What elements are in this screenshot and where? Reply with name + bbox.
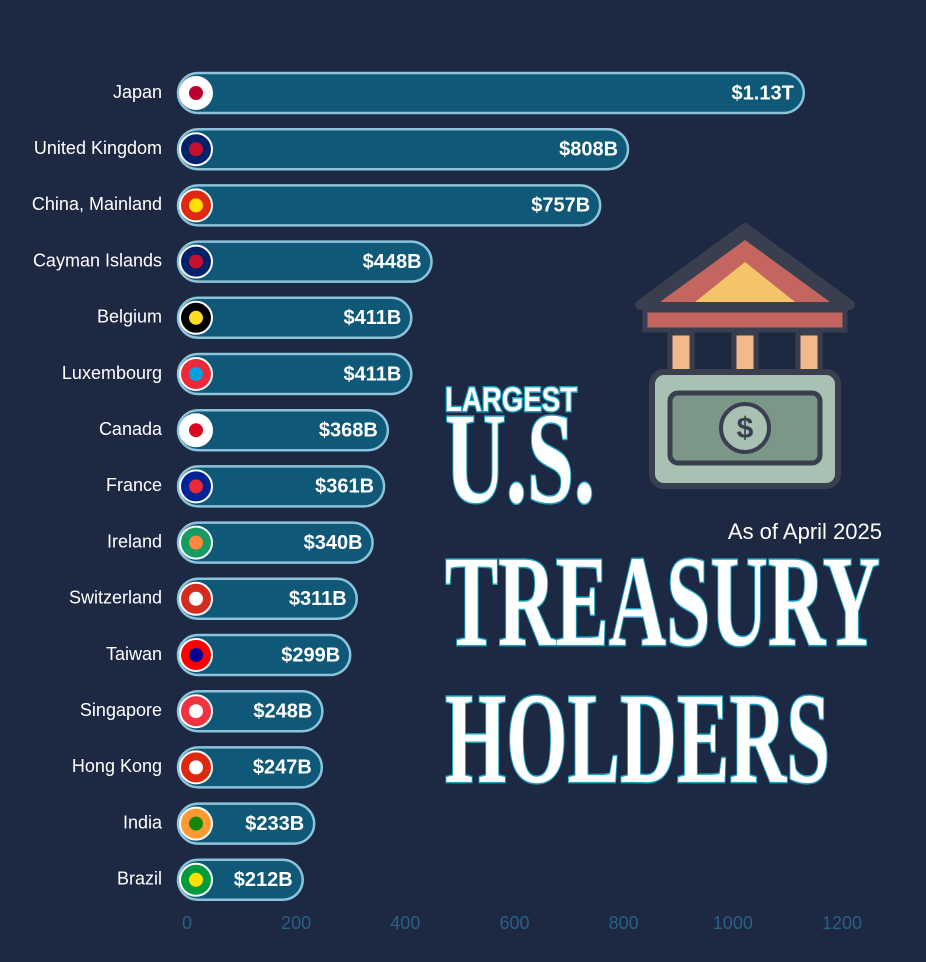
bar (176, 689, 324, 733)
category-label: Japan (113, 82, 162, 102)
category-label: United Kingdom (34, 138, 162, 158)
flag-detail (189, 254, 203, 269)
flag-detail (189, 198, 203, 213)
bar (176, 352, 413, 396)
title-line: HOLDERS (445, 667, 830, 811)
bar (176, 465, 386, 508)
flag-detail (189, 648, 203, 662)
bar (176, 577, 359, 621)
flag-detail (189, 367, 203, 381)
subtitle: As of April 2025 (728, 519, 882, 544)
value-label: $299B (281, 644, 340, 666)
category-label: France (106, 475, 162, 495)
flag-detail (189, 872, 203, 887)
x-tick-label: 1200 (822, 913, 862, 933)
value-label: $808B (559, 138, 618, 160)
x-tick-label: 200 (281, 913, 311, 933)
category-label: Cayman Islands (33, 250, 162, 270)
flag-detail (189, 704, 203, 719)
value-label: $212B (234, 869, 293, 891)
bar (176, 296, 413, 340)
value-label: $233B (245, 813, 304, 835)
flag-detail (189, 479, 203, 494)
bar (176, 240, 433, 283)
bar (176, 802, 316, 845)
x-tick-label: 600 (499, 913, 529, 933)
bar (176, 746, 324, 789)
bar (176, 184, 602, 227)
category-label: Switzerland (69, 588, 162, 608)
category-label: India (123, 812, 163, 832)
bar (176, 633, 352, 677)
bank-icon: $ (635, 223, 855, 489)
category-label: Taiwan (106, 644, 162, 664)
bar (176, 408, 390, 452)
value-label: $448B (363, 251, 422, 273)
flag-detail (189, 142, 203, 157)
value-label: $340B (304, 532, 363, 554)
x-tick-label: 400 (390, 913, 420, 933)
value-label: $368B (319, 419, 378, 441)
bar (176, 127, 630, 171)
value-label: $248B (253, 700, 312, 722)
flag-detail (189, 423, 203, 438)
value-label: $1.13T (732, 82, 794, 104)
title-line: U.S. (445, 387, 595, 531)
flag-detail (189, 535, 203, 550)
bar (176, 521, 374, 564)
category-label: Brazil (117, 869, 162, 889)
category-label: Singapore (80, 700, 162, 720)
flag-detail (189, 760, 203, 775)
category-label: Ireland (107, 531, 162, 551)
flag-detail (189, 86, 203, 100)
flag-detail (189, 816, 203, 831)
x-tick-label: 1000 (713, 913, 753, 933)
title-line: TREASURY (445, 530, 880, 674)
category-label: Canada (99, 419, 163, 439)
title-line: LARGEST (445, 381, 577, 419)
x-tick-label: 800 (609, 913, 639, 933)
svg-text:$: $ (737, 412, 754, 445)
value-label: $411B (343, 363, 401, 385)
category-label: Luxembourg (62, 363, 162, 383)
value-label: $411B (343, 307, 401, 329)
flag-detail (189, 310, 203, 325)
category-label: Hong Kong (72, 756, 162, 776)
value-label: $361B (315, 476, 374, 498)
bar (176, 71, 806, 115)
category-label: China, Mainland (32, 194, 162, 214)
value-label: $311B (289, 588, 347, 610)
value-label: $247B (253, 757, 312, 779)
x-tick-label: 0 (182, 913, 192, 933)
value-label: $757B (531, 195, 590, 217)
category-label: Belgium (97, 307, 162, 327)
flag-detail (189, 591, 203, 606)
